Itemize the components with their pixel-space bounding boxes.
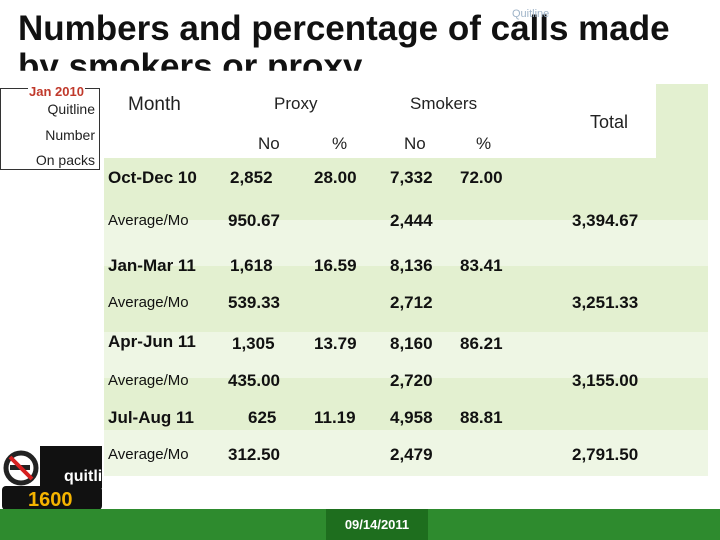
header-month: Month: [128, 94, 181, 115]
avg-proxy-cell: 950.67: [228, 211, 280, 230]
slide-title: Numbers and percentage of calls made by …: [18, 9, 718, 71]
avg-total-cell: 3,155.00: [572, 371, 639, 390]
faint-quitline-logo: Quitline: [512, 8, 550, 20]
smokers-no-cell: 8,160: [390, 334, 433, 353]
footer-date-box: 09/14/2011: [326, 509, 428, 540]
avg-smokers-cell: 2,720: [390, 371, 433, 390]
header-proxy-no: No: [258, 134, 280, 153]
month-cell: Jan-Mar 11: [108, 256, 196, 275]
month-cell: Oct-Dec 10: [108, 168, 197, 187]
average-label: Average/Mo: [108, 446, 189, 463]
smokers-no-cell: 8,136: [390, 256, 433, 275]
avg-total-cell: 3,394.67: [572, 211, 639, 230]
title-line-2: by smokers or proxy: [18, 47, 363, 86]
proxy-pct-cell: 13.79: [314, 334, 357, 353]
avg-proxy-cell: 539.33: [228, 293, 280, 312]
quitline-on-packs-box: Quitline Number On packs: [0, 88, 100, 170]
average-label: Average/Mo: [108, 372, 189, 389]
side-label-number: Number: [45, 127, 95, 143]
logo-number-text: 1600: [28, 489, 73, 510]
logo-brand-text: quitline: [64, 468, 104, 485]
proxy-pct-cell: 28.00: [314, 168, 357, 187]
proxy-no-cell: 1,618: [230, 256, 273, 275]
average-label: Average/Mo: [108, 294, 189, 311]
avg-smokers-cell: 2,712: [390, 293, 433, 312]
avg-smokers-cell: 2,479: [390, 445, 433, 464]
proxy-pct-cell: 11.19: [314, 408, 356, 427]
proxy-no-cell: 1,305: [232, 334, 275, 353]
proxy-no-cell: 625: [248, 408, 277, 427]
row-stripe: [104, 220, 708, 266]
no-smoking-icon: quitline 1600: [2, 440, 121, 511]
side-label-on-packs: On packs: [35, 152, 95, 168]
quitline-logo: quitline 1600: [2, 440, 121, 511]
row-stripe: [104, 332, 708, 378]
avg-total-cell: 2,791.50: [572, 445, 639, 464]
header-total: Total: [590, 112, 629, 132]
calls-table: Month Proxy Smokers Total No % No % Oct-…: [104, 84, 708, 476]
smokers-no-cell: 4,958: [390, 408, 433, 427]
smokers-no-cell: 7,332: [390, 168, 433, 187]
side-year-label: Jan 2010: [28, 84, 85, 99]
proxy-pct-cell: 16.59: [314, 256, 357, 275]
row-stripe: [104, 430, 708, 476]
avg-total-cell: 3,251.33: [572, 293, 639, 312]
month-cell: Apr-Jun 11: [108, 332, 196, 351]
proxy-no-cell: 2,852: [230, 168, 273, 187]
header-smokers-pct: %: [476, 134, 492, 153]
header-smokers: Smokers: [410, 94, 478, 113]
month-cell: Jul-Aug 11: [108, 408, 194, 427]
smokers-pct-cell: 86.21: [460, 334, 503, 353]
table-header: [104, 84, 656, 158]
title-line-1: Numbers and percentage of calls made: [18, 9, 670, 48]
smokers-pct-cell: 72.00: [460, 168, 503, 187]
header-proxy: Proxy: [274, 94, 318, 113]
avg-proxy-cell: 435.00: [228, 371, 280, 390]
smokers-pct-cell: 83.41: [460, 256, 503, 275]
header-smokers-no: No: [404, 134, 426, 153]
avg-smokers-cell: 2,444: [390, 211, 433, 230]
header-proxy-pct: %: [332, 134, 348, 153]
footer-date: 09/14/2011: [344, 517, 410, 532]
avg-proxy-cell: 312.50: [228, 445, 280, 464]
smokers-pct-cell: 88.81: [460, 408, 503, 427]
average-label: Average/Mo: [108, 212, 189, 229]
side-label-quitline: Quitline: [47, 101, 95, 117]
